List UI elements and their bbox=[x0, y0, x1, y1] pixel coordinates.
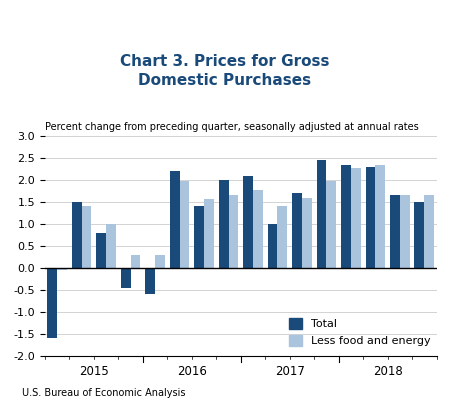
Bar bbox=[106, 224, 116, 268]
Text: 2018: 2018 bbox=[373, 365, 402, 378]
Bar bbox=[341, 165, 351, 268]
Bar bbox=[317, 160, 326, 268]
Bar bbox=[194, 206, 204, 268]
Bar bbox=[268, 224, 278, 268]
Bar bbox=[180, 181, 189, 268]
Bar bbox=[390, 196, 400, 268]
Bar bbox=[145, 268, 155, 294]
Bar bbox=[253, 190, 263, 268]
Text: U.S. Bureau of Economic Analysis: U.S. Bureau of Economic Analysis bbox=[22, 388, 186, 398]
Bar bbox=[96, 233, 106, 268]
Bar bbox=[47, 268, 57, 338]
Bar bbox=[170, 171, 180, 268]
Bar bbox=[424, 196, 434, 268]
Bar bbox=[302, 198, 312, 268]
Bar bbox=[57, 268, 67, 270]
Bar bbox=[229, 196, 238, 268]
Bar bbox=[155, 255, 165, 268]
Bar bbox=[414, 202, 424, 268]
Bar bbox=[204, 199, 214, 268]
Bar bbox=[351, 168, 360, 268]
Legend: Total, Less food and energy: Total, Less food and energy bbox=[289, 318, 431, 346]
Bar bbox=[326, 181, 336, 268]
Bar bbox=[278, 206, 287, 268]
Text: 2017: 2017 bbox=[275, 365, 305, 378]
Text: 2015: 2015 bbox=[79, 365, 109, 378]
Bar bbox=[82, 206, 91, 268]
Bar bbox=[375, 165, 385, 268]
Bar bbox=[130, 255, 140, 268]
Bar bbox=[400, 196, 410, 268]
Bar bbox=[121, 268, 130, 288]
Bar bbox=[219, 180, 229, 268]
Bar bbox=[292, 193, 302, 268]
Bar bbox=[365, 167, 375, 268]
Text: Percent change from preceding quarter, seasonally adjusted at annual rates: Percent change from preceding quarter, s… bbox=[45, 122, 419, 132]
Bar bbox=[72, 202, 82, 268]
Bar bbox=[243, 176, 253, 268]
Text: Chart 3. Prices for Gross
Domestic Purchases: Chart 3. Prices for Gross Domestic Purch… bbox=[120, 54, 330, 88]
Text: 2016: 2016 bbox=[177, 365, 207, 378]
